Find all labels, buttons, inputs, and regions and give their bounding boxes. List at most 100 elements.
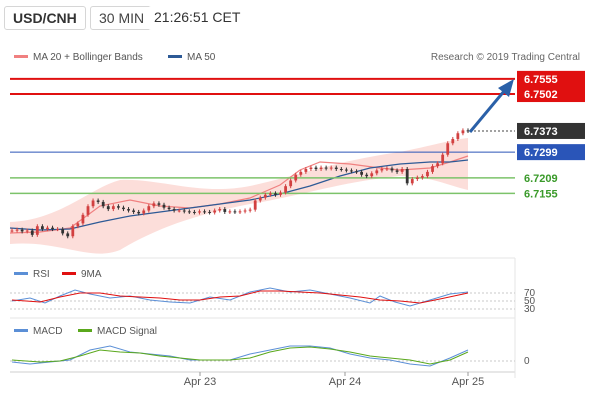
candle-body	[25, 230, 29, 232]
candle-body	[172, 209, 176, 211]
candle-body	[41, 226, 44, 230]
candle	[263, 192, 267, 200]
pivot-line-label: 6.7299	[524, 147, 558, 159]
candle-body	[360, 171, 363, 175]
candle	[208, 209, 211, 215]
candle	[101, 199, 105, 209]
candle	[182, 208, 186, 214]
candle-body	[334, 167, 338, 170]
candle-body	[258, 197, 262, 201]
candle	[203, 209, 206, 214]
ma50-line	[9, 159, 469, 231]
candle-body	[208, 211, 211, 213]
rsi-ma-legend-label: 9MA	[81, 269, 102, 280]
candle-body	[274, 193, 277, 195]
candle	[334, 165, 338, 172]
candle	[96, 198, 100, 204]
candle-body	[269, 193, 272, 195]
candle	[10, 228, 14, 233]
candle-body	[421, 176, 424, 178]
candle	[365, 172, 369, 179]
candle-body	[436, 163, 439, 167]
candle	[446, 141, 450, 157]
candle-body	[66, 233, 70, 237]
candle-body	[167, 207, 171, 210]
candle-body	[238, 211, 242, 213]
candle	[360, 169, 363, 177]
candle-body	[198, 211, 201, 213]
candle	[127, 207, 130, 213]
candle-body	[182, 210, 186, 212]
candle-body	[329, 167, 333, 169]
candle-body	[157, 203, 161, 205]
candle	[461, 128, 465, 136]
candle	[415, 175, 419, 182]
candle-body	[441, 154, 445, 164]
candle	[71, 224, 75, 239]
candle	[132, 208, 135, 214]
candle	[345, 167, 348, 173]
candle	[213, 208, 217, 215]
rsi-tick-70: 70	[524, 288, 536, 299]
candle-body	[137, 211, 141, 214]
candle	[86, 204, 90, 217]
rsi-ma-legend-swatch	[62, 272, 76, 275]
candle-body	[132, 210, 135, 212]
candle	[314, 165, 318, 172]
current-price-label: 6.7373	[524, 126, 558, 138]
candle	[30, 228, 34, 237]
candle	[258, 195, 262, 203]
candle	[466, 128, 470, 133]
candle-body	[380, 169, 384, 171]
candle-body	[233, 211, 237, 213]
ma50-legend-swatch	[168, 55, 182, 58]
candle-body	[253, 200, 257, 210]
candle-body	[385, 168, 389, 170]
candle	[66, 231, 70, 239]
candle	[279, 190, 282, 197]
candle-body	[51, 227, 54, 230]
candle-body	[365, 174, 369, 177]
candle-body	[284, 186, 287, 193]
candle	[218, 207, 222, 213]
candle-body	[415, 177, 419, 180]
candle	[147, 204, 151, 213]
candle	[441, 152, 445, 166]
candle-body	[203, 211, 206, 213]
candle-body	[431, 166, 434, 172]
candle	[309, 165, 313, 172]
candle-body	[147, 206, 151, 211]
candle-body	[96, 200, 100, 202]
resistance-line-2-tag	[517, 86, 585, 103]
macd-signal-line	[11, 346, 469, 365]
candle-body	[263, 194, 267, 198]
candle	[385, 166, 389, 172]
candle-body	[71, 226, 75, 237]
candle-body	[410, 179, 414, 184]
candle	[142, 208, 146, 216]
candle	[451, 136, 455, 146]
candle	[117, 204, 120, 210]
x-axis-label: Apr 25	[452, 376, 484, 388]
candle	[436, 161, 439, 169]
candle-body	[35, 226, 39, 235]
pivot-line-tag	[517, 144, 585, 161]
candle-body	[370, 173, 374, 177]
macd-line	[11, 345, 469, 367]
candle	[289, 178, 293, 189]
macd-signal-legend-label: MACD Signal	[97, 326, 157, 337]
resistance-line-1-label: 6.7555	[524, 74, 558, 86]
candle-body	[91, 200, 95, 207]
ma50-legend-label: MA 50	[187, 52, 216, 63]
candle	[122, 205, 125, 212]
candle	[177, 208, 181, 213]
x-axis-label: Apr 23	[184, 376, 216, 388]
interval-button[interactable]: 30 MIN	[90, 6, 154, 30]
candle-body	[122, 207, 125, 210]
candle-body	[15, 229, 19, 231]
candle-body	[319, 167, 323, 170]
macd-tick-0: 0	[524, 356, 530, 367]
candle-body	[314, 167, 318, 170]
candle	[380, 167, 384, 173]
symbol-label[interactable]: USD/CNH	[4, 6, 86, 30]
